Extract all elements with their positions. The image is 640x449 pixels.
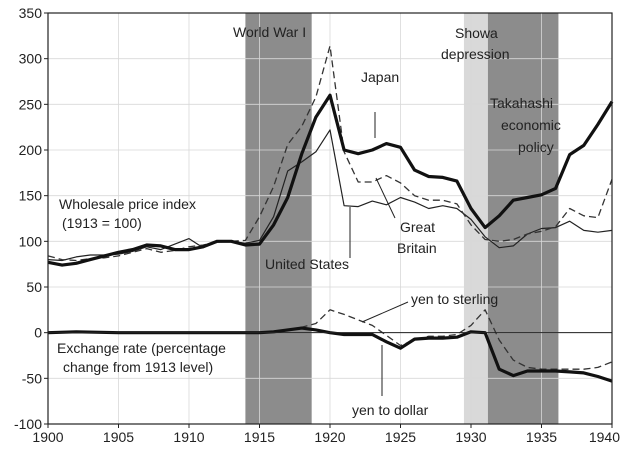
annotation-showa: Showa [455,25,498,41]
series-line-united-states [47,129,613,262]
annotation-depression: depression [441,46,510,62]
annotation-change-from-1913: change from 1913 level) [63,359,213,375]
y-tick-label-2: 0 [34,325,42,341]
y-tick-label-8: 300 [19,51,43,67]
annotation-pointers [349,112,409,396]
x-tick-label-4: 1920 [314,429,345,445]
great-britain-pointer [375,177,396,219]
x-tick-label-8: 1940 [589,429,620,445]
y-tick-label-4: 100 [19,233,43,249]
annotation-britain: Britain [397,240,437,256]
annotation-great: Great [400,219,435,235]
x-tick-label-1: 1905 [103,429,134,445]
annotation-exchange-rate: Exchange rate (percentage [57,340,226,356]
annotation-united-states: United States [265,256,349,272]
annotation-wholesale-price-index: Wholesale price index [59,196,196,212]
series-line-japan [47,93,614,267]
annotation-world-war-i: World War I [233,24,306,40]
x-tick-label-3: 1915 [244,429,275,445]
annotation-1913-base: (1913 = 100) [62,215,142,231]
shaded-periods [245,13,559,424]
x-tick-label-5: 1925 [385,429,416,445]
x-tick-label-6: 1930 [455,429,486,445]
yen-to-sterling-pointer [361,301,409,323]
shaded-period-2 [487,13,559,424]
annotation-takahashi: Takahashi [490,95,553,111]
y-tick-label-7: 250 [19,96,43,112]
y-tick-label-1: -50 [22,370,42,386]
axes [44,12,613,428]
y-tick-label-5: 150 [19,188,43,204]
annotation-economic: economic [501,117,561,133]
y-tick-label-0: -100 [14,416,42,432]
tick-labels: -100 -50 0 50 100 150 200 250 300 350 1900 1905 1910… [14,5,620,445]
y-tick-label-3: 50 [26,279,42,295]
y-tick-label-9: 350 [19,5,43,21]
annotation-yen-to-sterling: yen to sterling [411,291,498,307]
x-tick-label-0: 1900 [32,429,63,445]
annotation-japan: Japan [361,69,399,85]
annotation-policy: policy [518,139,554,155]
annotations: World War I Showa depression Japan Takah… [57,24,561,418]
annotation-yen-to-dollar: yen to dollar [352,402,429,418]
y-tick-label-6: 200 [19,142,43,158]
shaded-period-1 [463,13,488,424]
series-line-great-britain [47,45,613,262]
x-tick-label-7: 1935 [526,429,557,445]
x-tick-label-2: 1910 [173,429,204,445]
